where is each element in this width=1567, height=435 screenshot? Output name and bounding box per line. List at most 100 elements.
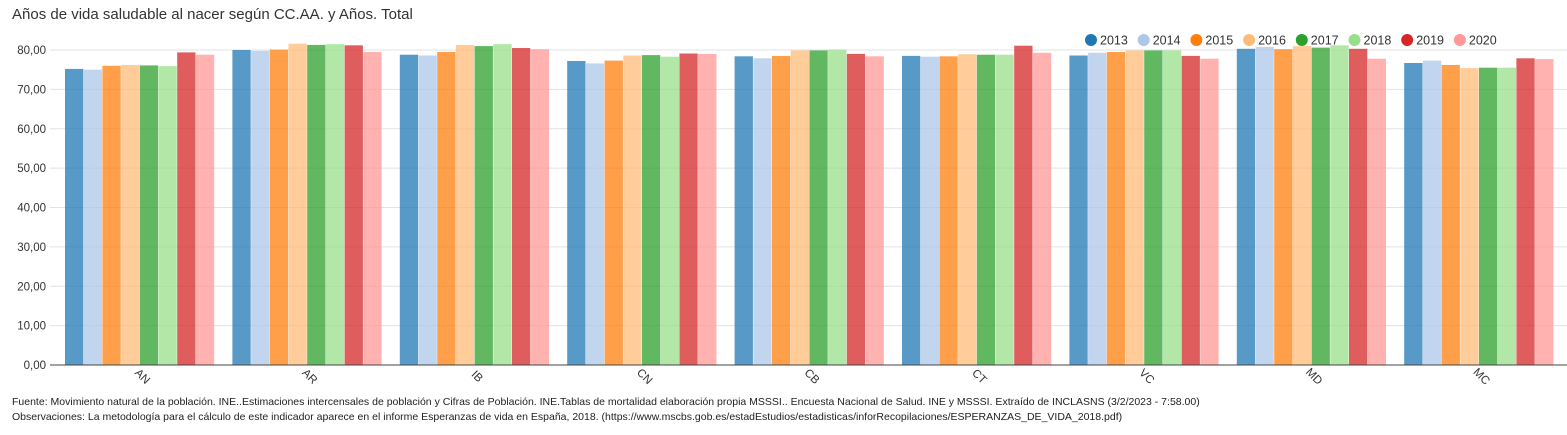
bar-AR-2020 (363, 52, 382, 365)
x-tick-label: AN (132, 367, 152, 387)
x-tick-label: IB (469, 369, 485, 385)
y-tick-label: 30,00 (17, 242, 46, 254)
bar-AN-2019 (177, 52, 196, 366)
bar-CT-2015 (939, 56, 958, 366)
bar-MD-2020 (1367, 58, 1386, 365)
y-tick-label: 70,00 (17, 84, 46, 96)
bar-CT-2014 (920, 56, 939, 365)
bar-IB-2019 (512, 48, 531, 365)
bar-MD-2017 (1311, 47, 1330, 365)
legend-label: 2018 (1364, 34, 1392, 48)
bar-AR-2018 (325, 44, 345, 365)
legend-swatch (1401, 34, 1414, 46)
bar-CT-2019 (1014, 45, 1033, 365)
bar-IB-2015 (437, 52, 456, 365)
legend-item-2014: 2014 (1137, 34, 1181, 48)
bar-CN-2018 (660, 56, 679, 365)
y-tick-label: 60,00 (17, 124, 46, 136)
bar-AN-2020 (195, 54, 215, 365)
legend-swatch (1085, 34, 1097, 46)
legend-label: 2017 (1311, 34, 1339, 48)
bar-MD-2016 (1292, 46, 1312, 365)
observations-note: Observaciones: La metodología para el cá… (12, 411, 1123, 423)
legend-label: 2016 (1258, 34, 1286, 48)
legend-label: 2014 (1153, 34, 1181, 48)
legend-item-2013: 2013 (1085, 34, 1128, 48)
bar-VC-2017 (1144, 50, 1163, 366)
bar-chart: 0,00 10,00 20,00 30,00 40,00 50,00 60,00 70,00 8… (17, 34, 1567, 387)
bar-CT-2018 (995, 54, 1014, 365)
bar-IB-2017 (474, 46, 493, 365)
y-tick-label: 80,00 (17, 45, 46, 57)
bar-CB-2013 (734, 56, 753, 366)
bar-AR-2013 (232, 50, 251, 365)
bar-VC-2015 (1106, 52, 1126, 365)
bar-CT-2020 (1032, 52, 1052, 366)
bar-MC-2018 (1497, 67, 1516, 365)
y-tick-label: 20,00 (17, 281, 46, 293)
legend-swatch (1295, 34, 1308, 46)
legend-item-2016: 2016 (1243, 34, 1286, 48)
bar-CN-2020 (698, 53, 717, 366)
bar-CN-2014 (585, 63, 605, 366)
bar-VC-2018 (1162, 50, 1182, 366)
bar-CN-2016 (623, 55, 642, 365)
bar-VC-2014 (1088, 52, 1107, 366)
y-tick-label: 0,00 (24, 360, 46, 372)
bar-IB-2020 (530, 49, 549, 365)
bar-MC-2013 (1404, 63, 1423, 365)
x-tick-label: CN (634, 367, 654, 387)
bar-MD-2015 (1274, 49, 1293, 365)
bar-AR-2019 (344, 45, 363, 366)
x-tick-label: MC (1471, 366, 1492, 387)
legend-swatch (1243, 34, 1256, 46)
bar-IB-2014 (418, 55, 437, 365)
legend-item-2018: 2018 (1348, 34, 1392, 48)
legend-label: 2015 (1205, 34, 1233, 48)
legend-item-2017: 2017 (1295, 34, 1339, 48)
bar-MC-2015 (1441, 65, 1460, 365)
bar-AN-2017 (139, 65, 159, 366)
bar-AN-2014 (83, 69, 102, 365)
bar-AN-2018 (158, 66, 177, 365)
bar-CB-2015 (772, 55, 791, 366)
bar-CN-2017 (642, 55, 661, 365)
bar-MC-2019 (1516, 58, 1535, 366)
bar-CB-2020 (865, 56, 884, 366)
bar-VC-2019 (1181, 55, 1200, 366)
bar-CN-2019 (679, 53, 698, 365)
bar-CB-2018 (828, 49, 847, 365)
legend-swatch (1137, 34, 1150, 46)
bar-CB-2016 (790, 50, 809, 366)
bar-IB-2016 (455, 44, 475, 366)
bar-CB-2017 (809, 50, 828, 366)
axes: 0,00 10,00 20,00 30,00 40,00 50,00 60,00 70,00 8… (17, 45, 1567, 387)
y-tick-label: 40,00 (17, 203, 46, 215)
bar-CT-2016 (958, 54, 977, 366)
legend-label: 2020 (1469, 34, 1497, 48)
bar-MD-2018 (1330, 45, 1349, 366)
bar-IB-2018 (493, 44, 512, 365)
legend-item-2019: 2019 (1401, 34, 1444, 48)
bar-MC-2017 (1479, 67, 1498, 365)
x-tick-label: MD (1303, 366, 1324, 387)
x-tick-label: CT (969, 367, 988, 386)
x-tick-label: VC (1136, 367, 1156, 387)
bar-AN-2013 (65, 68, 84, 366)
bar-CB-2014 (753, 58, 772, 366)
legend-label: 2013 (1100, 34, 1128, 48)
bar-MD-2014 (1255, 46, 1274, 366)
bar-VC-2016 (1125, 50, 1144, 366)
bar-AR-2017 (307, 44, 326, 366)
bar-MD-2013 (1236, 48, 1256, 366)
bar-AN-2016 (121, 65, 140, 365)
bar-AR-2015 (269, 49, 289, 365)
bar-MC-2014 (1422, 60, 1442, 365)
bar-CT-2013 (902, 55, 921, 366)
legend-swatch (1348, 34, 1361, 46)
bar-IB-2013 (399, 54, 419, 365)
x-tick-label: CB (802, 367, 822, 387)
bar-CN-2015 (604, 60, 623, 365)
bar-MC-2016 (1460, 68, 1479, 365)
bar-AR-2016 (288, 43, 307, 365)
